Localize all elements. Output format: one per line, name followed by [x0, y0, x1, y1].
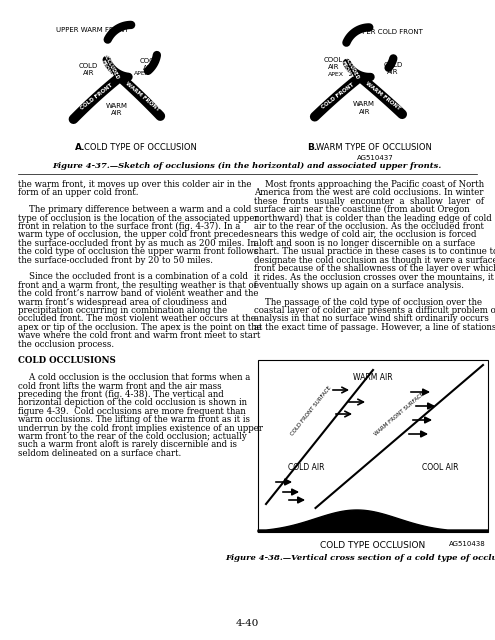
Text: analysis in that no surface wind shift ordinarily occurs: analysis in that no surface wind shift o…	[254, 314, 489, 323]
Text: WARM TYPE OF OCCLUSION: WARM TYPE OF OCCLUSION	[316, 143, 432, 152]
Text: air to the rear of the occlusion. As the occluded front: air to the rear of the occlusion. As the…	[254, 222, 484, 231]
Text: Since the occluded front is a combination of a cold: Since the occluded front is a combinatio…	[18, 273, 248, 282]
Text: America from the west are cold occlusions. In winter: America from the west are cold occlusion…	[254, 188, 484, 197]
Text: type of occlusion is the location of the associated upper: type of occlusion is the location of the…	[18, 214, 258, 223]
Text: front in relation to the surface front (fig. 4-37). In a: front in relation to the surface front (…	[18, 222, 240, 231]
Text: The passage of the cold type of occlusion over the: The passage of the cold type of occlusio…	[254, 298, 482, 307]
Text: surface air near the coastline (from about Oregon: surface air near the coastline (from abo…	[254, 205, 470, 214]
Text: the occlusion process.: the occlusion process.	[18, 340, 114, 349]
Text: COLD FRONT: COLD FRONT	[320, 82, 355, 109]
Text: 4-40: 4-40	[235, 619, 259, 628]
Text: B.: B.	[307, 143, 317, 152]
Text: WARM
AIR: WARM AIR	[106, 103, 128, 116]
Text: Figure 4-38.—Vertical cross section of a cold type of occlusion.: Figure 4-38.—Vertical cross section of a…	[225, 554, 495, 562]
Text: the cold type of occlusion the upper warm front follows: the cold type of occlusion the upper war…	[18, 247, 258, 256]
Text: front and a warm front, the resulting weather is that of: front and a warm front, the resulting we…	[18, 281, 257, 290]
Text: Figure 4-37.—Sketch of occlusions (in the horizontal) and associated upper front: Figure 4-37.—Sketch of occlusions (in th…	[52, 162, 442, 170]
Text: preceding the front (fig. 4-38). The vertical and: preceding the front (fig. 4-38). The ver…	[18, 390, 224, 399]
Text: form of an upper cold front.: form of an upper cold front.	[18, 188, 139, 197]
Text: cold front lifts the warm front and the air mass: cold front lifts the warm front and the …	[18, 381, 222, 390]
Text: the cold front’s narrow band of violent weather and the: the cold front’s narrow band of violent …	[18, 289, 258, 298]
Text: designate the cold occlusion as though it were a surface: designate the cold occlusion as though i…	[254, 255, 495, 264]
Text: COLD FRONT: COLD FRONT	[79, 83, 113, 111]
Text: COLD AIR: COLD AIR	[288, 463, 324, 472]
Text: at the exact time of passage. However, a line of stations: at the exact time of passage. However, a…	[254, 323, 495, 332]
Text: chart. The usual practice in these cases is to continue to: chart. The usual practice in these cases…	[254, 247, 495, 256]
Text: aloft and soon is no longer discernible on a surface: aloft and soon is no longer discernible …	[254, 239, 475, 248]
Text: figure 4-39.  Cold occlusions are more frequent than: figure 4-39. Cold occlusions are more fr…	[18, 407, 246, 416]
Text: horizontal depiction of the cold occlusion is shown in: horizontal depiction of the cold occlusi…	[18, 398, 247, 408]
Text: COLD TYPE OCCLUSION: COLD TYPE OCCLUSION	[320, 541, 426, 550]
Text: COLD FRONT SURFACE: COLD FRONT SURFACE	[290, 385, 333, 437]
Text: northward) that is colder than the leading edge of cold: northward) that is colder than the leadi…	[254, 214, 492, 223]
Text: WARM
AIR: WARM AIR	[353, 102, 375, 115]
Text: occluded front. The most violent weather occurs at the: occluded front. The most violent weather…	[18, 314, 256, 323]
Text: Most fronts approaching the Pacific coast of North: Most fronts approaching the Pacific coas…	[254, 180, 484, 189]
Text: WARM FRONT SURFACE: WARM FRONT SURFACE	[373, 391, 425, 436]
Text: AG510437: AG510437	[356, 155, 394, 161]
Text: COLD TYPE OF OCCLUSION: COLD TYPE OF OCCLUSION	[84, 143, 197, 152]
Text: OCCLUDED
FRONT: OCCLUDED FRONT	[337, 52, 360, 83]
Text: UPPER WARM FRONT: UPPER WARM FRONT	[55, 28, 128, 33]
Text: warm occlusions. The lifting of the warm front as it is: warm occlusions. The lifting of the warm…	[18, 415, 250, 424]
Text: wave where the cold front and warm front meet to start: wave where the cold front and warm front…	[18, 332, 260, 340]
Text: the surface-occluded front by 20 to 50 miles.: the surface-occluded front by 20 to 50 m…	[18, 255, 213, 264]
Text: warm front to the rear of the cold occlusion; actually: warm front to the rear of the cold occlu…	[18, 432, 247, 441]
Text: precipitation occurring in combination along the: precipitation occurring in combination a…	[18, 306, 227, 315]
Text: front because of the shallowness of the layer over which: front because of the shallowness of the …	[254, 264, 495, 273]
Text: underrun by the cold front implies existence of an upper: underrun by the cold front implies exist…	[18, 424, 263, 433]
Text: COOL AIR: COOL AIR	[422, 463, 458, 472]
Text: the warm front, it moves up over this colder air in the: the warm front, it moves up over this co…	[18, 180, 251, 189]
Text: AG510438: AG510438	[449, 541, 486, 547]
Text: A cold occlusion is the occlusion that forms when a: A cold occlusion is the occlusion that f…	[18, 373, 250, 382]
Text: UPPER COLD FRONT: UPPER COLD FRONT	[353, 29, 423, 35]
Text: APEX: APEX	[328, 72, 357, 77]
Text: nears this wedge of cold air, the occlusion is forced: nears this wedge of cold air, the occlus…	[254, 230, 477, 239]
Text: apex or tip of the occlusion. The apex is the point on the: apex or tip of the occlusion. The apex i…	[18, 323, 262, 332]
Text: COLD
AIR: COLD AIR	[383, 62, 402, 75]
Text: OCCLUDED
FRONT: OCCLUDED FRONT	[98, 52, 121, 83]
Text: COOL
AIR: COOL AIR	[324, 57, 343, 70]
Text: these  fronts  usually  encounter  a  shallow  layer  of: these fronts usually encounter a shallow…	[254, 197, 484, 206]
Text: APEX: APEX	[123, 72, 149, 77]
Text: COLD OCCLUSIONS: COLD OCCLUSIONS	[18, 356, 116, 365]
Text: WARM FRONT: WARM FRONT	[364, 81, 401, 111]
Text: warm front’s widespread area of cloudiness and: warm front’s widespread area of cloudine…	[18, 298, 227, 307]
Text: COLD
AIR: COLD AIR	[79, 63, 98, 76]
Bar	[258, 360, 488, 532]
Text: WARM AIR: WARM AIR	[353, 374, 393, 383]
Text: eventually shows up again on a surface analysis.: eventually shows up again on a surface a…	[254, 281, 464, 290]
Text: The primary difference between a warm and a cold: The primary difference between a warm an…	[18, 205, 251, 214]
Text: warm type of occlusion, the upper cold front precedes: warm type of occlusion, the upper cold f…	[18, 230, 253, 239]
Text: WARM FRONT: WARM FRONT	[124, 81, 160, 113]
Text: it rides. As the occlusion crosses over the mountains, it: it rides. As the occlusion crosses over …	[254, 273, 494, 282]
Text: seldom delineated on a surface chart.: seldom delineated on a surface chart.	[18, 449, 181, 458]
Text: such a warm front aloft is rarely discernible and is: such a warm front aloft is rarely discer…	[18, 440, 237, 449]
Text: the surface-occluded front by as much as 200 miles. In: the surface-occluded front by as much as…	[18, 239, 256, 248]
Text: coastal layer of colder air presents a difficult problem of: coastal layer of colder air presents a d…	[254, 306, 495, 315]
Polygon shape	[258, 510, 488, 532]
Text: COOL
AIR: COOL AIR	[139, 58, 159, 71]
Text: A.: A.	[75, 143, 86, 152]
